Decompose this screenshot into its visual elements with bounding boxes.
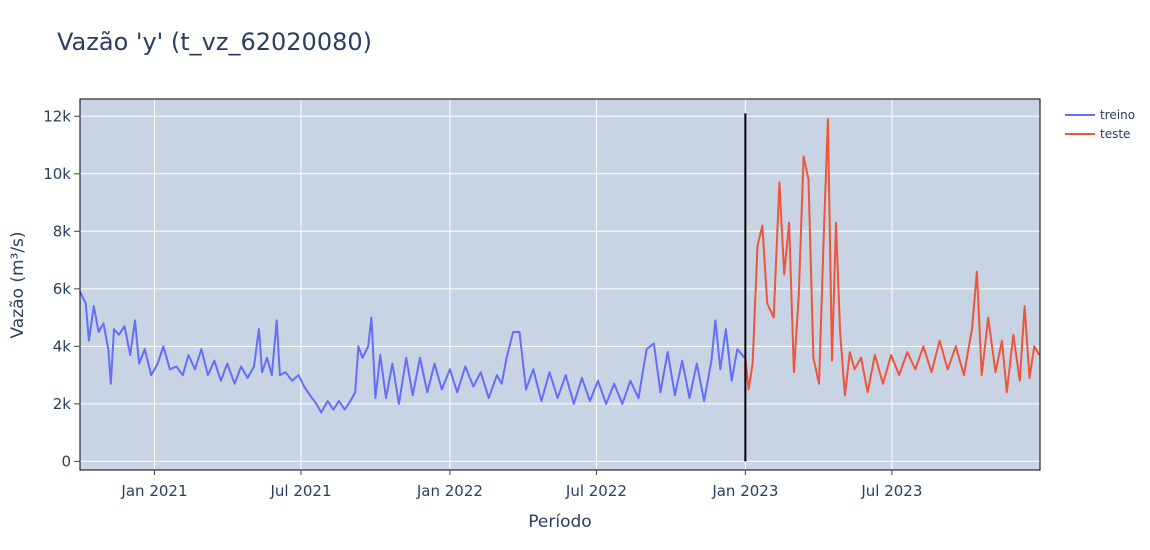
y-tick-label: 2k xyxy=(53,395,72,413)
plot-area xyxy=(80,99,1040,470)
plot-frame xyxy=(79,98,1041,471)
chart-title: Vazão 'y' (t_vz_62020080) xyxy=(57,28,372,56)
legend: treino teste xyxy=(1065,108,1135,141)
legend-label-treino: treino xyxy=(1100,108,1135,122)
series-line-teste xyxy=(744,118,1041,397)
x-tick-label: Jul 2021 xyxy=(269,482,331,500)
x-tick-label: Jan 2023 xyxy=(711,482,778,500)
y-axis-title: Vazão (m³/s) xyxy=(8,231,28,338)
y-tick-label: 8k xyxy=(53,222,72,240)
y-tick-label: 12k xyxy=(43,107,71,125)
y-tick-label: 4k xyxy=(53,337,72,355)
y-tick-label: 6k xyxy=(53,280,72,298)
y-tick-label: 10k xyxy=(43,165,71,183)
x-tick-label: Jan 2022 xyxy=(416,482,483,500)
x-tick-label: Jan 2021 xyxy=(120,482,187,500)
x-axis-title: Período xyxy=(528,512,591,532)
y-tick-label: 0 xyxy=(61,452,71,470)
x-tick-label: Jul 2022 xyxy=(565,482,627,500)
x-tick-label: Jul 2023 xyxy=(860,482,922,500)
legend-label-teste: teste xyxy=(1100,127,1130,141)
series-line-treino xyxy=(79,291,746,414)
